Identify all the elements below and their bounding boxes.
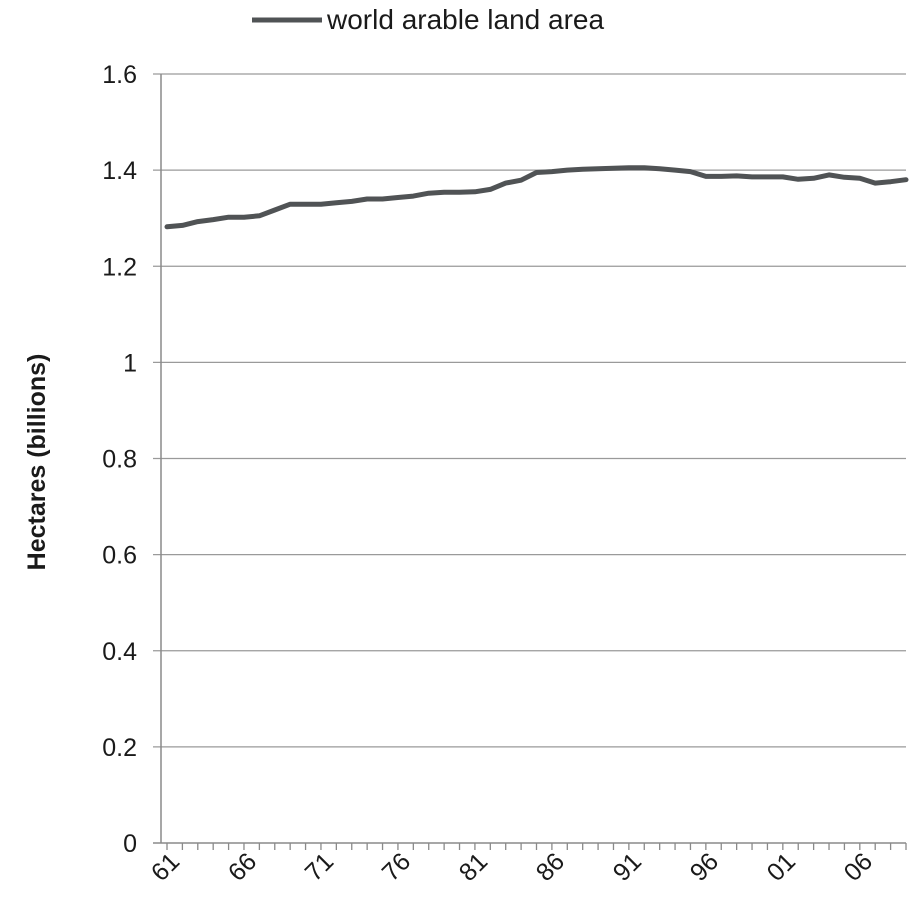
y-tick-label: 1.4 xyxy=(102,157,137,185)
x-tick-label: 71 xyxy=(300,847,339,886)
axes xyxy=(153,74,907,850)
y-tick-label: 0.6 xyxy=(102,542,137,570)
x-tick-label: 86 xyxy=(531,847,570,886)
legend: world arable land area xyxy=(252,4,604,35)
x-tick-label: 76 xyxy=(377,847,416,886)
x-tick-label: 91 xyxy=(608,847,647,886)
y-tick-label: 0.4 xyxy=(102,638,137,666)
legend-label: world arable land area xyxy=(326,4,604,35)
gridlines xyxy=(153,73,906,748)
y-tick-label: 0 xyxy=(123,830,137,858)
y-tick-label: 1.6 xyxy=(102,61,137,89)
series-line-0 xyxy=(164,165,909,230)
y-tick-label: 1.2 xyxy=(102,253,137,281)
y-tick-labels: 0 0.2 0.4 0.6 0.8 1 1.2 1.4 1.6 xyxy=(102,61,137,858)
y-tick-label: 0.2 xyxy=(102,734,137,762)
y-tick-label: 0.8 xyxy=(102,446,137,474)
y-axis-title: Hectares (billions) xyxy=(23,354,51,571)
x-tick-labels: 61 66 71 76 81 86 91 96 01 06 xyxy=(146,847,878,886)
x-tick-label: 81 xyxy=(454,847,493,886)
x-tick-label: 61 xyxy=(146,847,185,886)
y-tick-label: 1 xyxy=(123,349,137,377)
series-lines xyxy=(164,165,909,230)
x-tick-label: 06 xyxy=(839,847,878,886)
x-tick-label: 01 xyxy=(762,847,801,886)
x-tick-label: 66 xyxy=(223,847,262,886)
x-tick-label: 96 xyxy=(685,847,724,886)
